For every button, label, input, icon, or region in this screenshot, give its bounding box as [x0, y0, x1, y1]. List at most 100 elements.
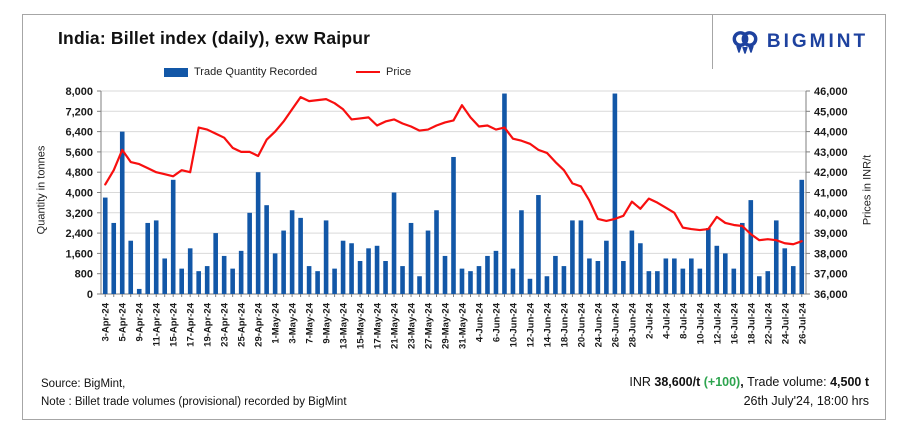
volume-bar [306, 266, 312, 294]
volume-bar [561, 266, 567, 294]
volume-bar [629, 230, 635, 294]
volume-bar [400, 266, 405, 294]
legend-item-price[interactable]: Price [356, 66, 411, 78]
date-tick-label: 29-May-24 [441, 302, 452, 349]
date-tick-label: 9-Apr-24 [135, 302, 146, 341]
date-tick-label: 20-Jun-24 [576, 302, 587, 347]
volume-bar [281, 230, 286, 294]
date-tick-label: 4-Jul-24 [661, 302, 672, 339]
provisional-note: Note : Billet trade volumes (provisional… [41, 396, 347, 408]
volume-bar [697, 268, 703, 294]
date-tick-label: 10-Jul-24 [695, 302, 706, 344]
right-axis-tick-label: 37,000 [814, 269, 848, 281]
volume-bar [689, 258, 694, 294]
chart-title: India: Billet index (daily), exw Raipur [58, 28, 371, 48]
quantity-swatch-icon [164, 67, 188, 77]
volume-bar [731, 268, 737, 294]
volume-bar [723, 253, 728, 294]
volume-bar [502, 93, 507, 294]
source-note: Source: BigMint, [41, 378, 126, 390]
volume-bar [459, 268, 465, 294]
volume-bar [119, 131, 125, 294]
volume-bar [434, 210, 439, 294]
bigmint-logo-icon [730, 28, 760, 56]
date-tick-label: 13-May-24 [339, 302, 350, 349]
date-tick-label: 2-Jul-24 [644, 302, 655, 339]
volume-bar [578, 220, 584, 294]
volume-bar [196, 271, 201, 294]
chart-footnotes: Source: BigMint, Note : Billet trade vol… [41, 375, 347, 411]
volume-bar [111, 222, 117, 294]
volume-bar [493, 250, 499, 294]
volume-bar [553, 255, 558, 294]
volume-bar [663, 258, 669, 294]
volume-bar [162, 258, 168, 294]
date-tick-label: 8-Jul-24 [678, 302, 689, 339]
volume-bar [323, 220, 329, 294]
price-swatch-icon [356, 70, 380, 74]
volume-bar [621, 261, 626, 294]
volume-bar [527, 278, 533, 294]
right-axis-tick-label: 40,000 [814, 208, 848, 220]
volume-bar [272, 253, 278, 294]
legend-price-label: Price [386, 66, 412, 78]
date-tick-label: 29-Apr-24 [254, 302, 265, 347]
volume-bar [519, 210, 524, 294]
date-tick-label: 15-May-24 [356, 302, 367, 349]
volume-bar [799, 179, 805, 294]
volume-bar [213, 233, 218, 294]
volume-bar [536, 195, 541, 294]
volume-bar [485, 255, 490, 294]
date-tick-label: 3-May-24 [288, 302, 299, 343]
volume-bar [756, 276, 762, 294]
volume-bar [153, 220, 159, 294]
left-axis-tick-label: 1,600 [65, 248, 93, 260]
date-tick-label: 23-May-24 [407, 302, 418, 349]
volume-bar [604, 240, 609, 294]
legend-item-quantity[interactable]: Trade Quantity Recorded [164, 66, 317, 78]
date-tick-label: 11-Apr-24 [152, 302, 163, 346]
date-tick-label: 18-Jun-24 [559, 302, 570, 347]
left-axis-tick-label: 5,600 [65, 147, 93, 159]
volume-bar [425, 230, 431, 294]
volume-bar [408, 222, 414, 294]
date-tick-label: 12-Jul-24 [712, 302, 723, 344]
left-axis-tick-label: 800 [75, 269, 93, 281]
volume-label: Trade volume: [747, 375, 831, 389]
volume-bar [332, 268, 337, 294]
date-tick-label: 17-May-24 [373, 302, 384, 349]
date-tick-label: 6-Jun-24 [491, 302, 502, 342]
price-prefix: INR [629, 375, 655, 389]
separator: , [740, 375, 748, 389]
volume-bar [706, 228, 711, 294]
date-tick-label: 5-Apr-24 [118, 302, 129, 341]
date-tick-label: 14-Jun-24 [542, 302, 553, 347]
price-change-badge: (+100) [703, 375, 741, 389]
price-value: 38,600/t [654, 375, 704, 389]
date-tick-label: 26-Jun-24 [610, 302, 621, 347]
chart-plot-area: 0 800 1,600 2,400 3,200 4,000 4,800 5,600 6,400 7… [65, 86, 848, 349]
volume-bar [366, 248, 371, 294]
right-axis-tick-label: 44,000 [814, 127, 848, 139]
date-tick-label: 27-May-24 [424, 302, 435, 349]
volume-bar [145, 222, 151, 294]
date-tick-label: 25-Apr-24 [237, 302, 248, 347]
date-tick-label: 26-Jul-24 [797, 302, 808, 344]
volume-bar [247, 212, 252, 294]
date-tick-label: 10-Jun-24 [508, 302, 519, 347]
volume-bar [391, 192, 397, 294]
left-axis-tick-label: 7,200 [65, 106, 93, 118]
latest-price-summary: INR 38,600/t (+100), Trade volume: 4,500… [629, 373, 869, 411]
volume-bar [128, 240, 134, 294]
volume-bar [739, 222, 745, 294]
brand-wordmark: BIGMINT [766, 31, 869, 52]
price-line: INR 38,600/t (+100), Trade volume: 4,500… [629, 373, 869, 392]
volume-bar [298, 217, 303, 294]
left-axis-tick-label: 8,000 [65, 86, 93, 98]
volume-bar [179, 268, 184, 294]
right-axis-tick-label: 39,000 [814, 228, 848, 240]
volume-bar [773, 220, 779, 294]
volume-bar [204, 266, 210, 294]
volume-bar [680, 268, 686, 294]
